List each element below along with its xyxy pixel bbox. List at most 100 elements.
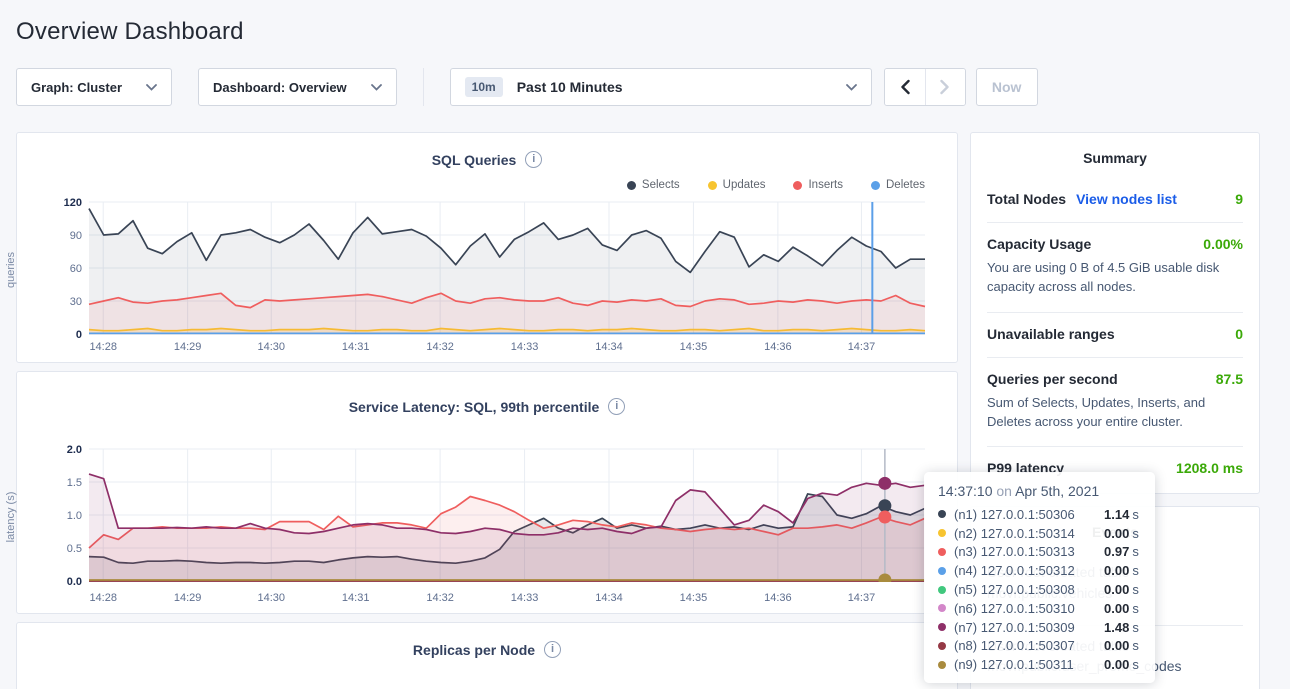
dashboard-dropdown-label: Dashboard: Overview: [213, 79, 347, 95]
tooltip-row: (n2) 127.0.0.1:50314 0.00 s: [938, 524, 1141, 543]
svg-text:120: 120: [64, 197, 82, 209]
summary-row-capacity: Capacity Usage 0.00% You are using 0 B o…: [987, 223, 1243, 313]
legend-item-selects: Selects: [626, 179, 680, 191]
svg-text:14:35: 14:35: [680, 592, 708, 604]
time-prev-button[interactable]: [884, 69, 925, 105]
controls-divider: [422, 68, 424, 106]
svg-text:14:36: 14:36: [764, 341, 792, 353]
chevron-down-icon: [845, 83, 857, 91]
svg-text:14:37: 14:37: [848, 592, 876, 604]
chevron-left-icon: [900, 79, 910, 95]
chevron-right-icon: [940, 79, 949, 95]
svg-text:14:36: 14:36: [764, 592, 792, 604]
graph-dropdown[interactable]: Graph: Cluster: [16, 68, 173, 106]
sql-queries-plot: queries 14:28 14:29 14:30 14:31 14:32 14:33 14…: [5, 196, 951, 356]
legend-item-deletes: Deletes: [871, 179, 925, 191]
chevron-down-icon: [370, 83, 382, 91]
info-icon[interactable]: i: [525, 151, 543, 168]
charts-column: SQL Queries i Selects Updates Inserts De…: [5, 132, 958, 689]
series-color-dot: [938, 604, 946, 613]
unavailable-value: 0: [1235, 325, 1243, 342]
svg-text:0.5: 0.5: [67, 543, 82, 555]
graph-dropdown-label: Graph: Cluster: [31, 79, 123, 95]
chart-title: Service Latency: SQL, 99th percentile: [348, 398, 600, 415]
summary-row-total-nodes: Total Nodes View nodes list 9: [987, 178, 1243, 223]
svg-text:14:30: 14:30: [257, 341, 285, 353]
unavailable-label: Unavailable ranges: [987, 325, 1115, 342]
summary-row-unavailable: Unavailable ranges 0: [987, 313, 1243, 358]
time-step-buttons: [883, 68, 966, 106]
summary-title: Summary: [1083, 150, 1147, 166]
replicas-chart-card: Replicas per Node i: [16, 622, 958, 689]
dashboard-dropdown[interactable]: Dashboard: Overview: [198, 68, 397, 106]
svg-text:60: 60: [70, 263, 82, 275]
series-color-dot: [938, 529, 946, 538]
latency-plot: latency (s) 14:28 14:29 14:30 14:31 14:32 14:…: [5, 441, 951, 607]
tooltip-row: (n8) 127.0.0.1:50307 0.00 s: [938, 636, 1141, 655]
svg-text:14:29: 14:29: [174, 592, 202, 604]
series-color-dot: [871, 180, 880, 190]
series-color-dot: [938, 547, 946, 556]
replicas-title-row: Replicas per Node i: [23, 637, 951, 658]
svg-text:0.0: 0.0: [67, 576, 82, 588]
qps-value: 87.5: [1215, 370, 1243, 387]
tooltip-row: (n3) 127.0.0.1:50313 0.97 s: [938, 543, 1141, 562]
tooltip-timestamp: 14:37:10 on Apr 5th, 2021: [938, 483, 1100, 499]
series-color-dot: [938, 585, 946, 594]
series-color-dot: [938, 660, 946, 669]
svg-text:14:28: 14:28: [89, 592, 117, 604]
latency-chart-card: Service Latency: SQL, 99th percentile i …: [5, 371, 958, 614]
sql-queries-legend: Selects Updates Inserts Deletes: [23, 178, 925, 192]
chart-title: Replicas per Node: [412, 641, 536, 658]
tooltip-row: (n6) 127.0.0.1:50310 0.00 s: [938, 599, 1141, 618]
svg-text:14:29: 14:29: [174, 341, 202, 353]
svg-text:1.0: 1.0: [67, 510, 82, 522]
svg-text:14:32: 14:32: [426, 592, 454, 604]
view-nodes-list-link[interactable]: View nodes list: [1076, 191, 1177, 207]
y-axis-label: latency (s): [5, 491, 17, 543]
series-color-dot: [793, 180, 803, 190]
tooltip-rows: (n1) 127.0.0.1:50306 1.14 s (n2) 127.0.0.1…: [938, 505, 1141, 674]
sql-queries-title-row: SQL Queries i: [23, 147, 951, 168]
chart-hover-tooltip: 14:37:10 on Apr 5th, 2021 (n1) 127.0.0.1…: [924, 472, 1155, 684]
series-color-dot: [626, 180, 636, 190]
svg-text:14:31: 14:31: [342, 341, 370, 353]
time-range-badge: 10m: [464, 77, 503, 97]
sql-queries-chart-card: SQL Queries i Selects Updates Inserts De…: [5, 132, 958, 363]
svg-text:14:30: 14:30: [257, 592, 285, 604]
y-axis-label: queries: [5, 251, 17, 288]
sql-queries-chart[interactable]: 14:28 14:29 14:30 14:31 14:32 14:33 14:34 14:35…: [43, 196, 951, 356]
info-icon[interactable]: i: [608, 398, 626, 415]
page-title: Overview Dashboard: [16, 18, 244, 45]
now-button[interactable]: Now: [975, 68, 1038, 106]
summary-panel: Summary Total Nodes View nodes list 9 Ca…: [970, 132, 1260, 495]
tooltip-row: (n5) 127.0.0.1:50308 0.00 s: [938, 580, 1141, 599]
p99-value: 1208.0 ms: [1176, 460, 1243, 477]
time-next-button[interactable]: [924, 69, 965, 105]
svg-text:14:33: 14:33: [511, 341, 539, 353]
tooltip-row: (n7) 127.0.0.1:50309 1.48 s: [938, 618, 1141, 637]
svg-text:0: 0: [76, 329, 82, 341]
summary-row-qps: Queries per second 87.5 Sum of Selects, …: [987, 358, 1243, 448]
time-range-dropdown[interactable]: 10m Past 10 Minutes: [449, 68, 872, 106]
latency-title-row: Service Latency: SQL, 99th percentile i: [23, 386, 951, 415]
controls-bar: Graph: Cluster Dashboard: Overview 10m P…: [16, 68, 1274, 106]
tooltip-row: (n4) 127.0.0.1:50312 0.00 s: [938, 561, 1141, 580]
svg-text:2.0: 2.0: [67, 444, 82, 456]
series-color-dot: [938, 566, 946, 575]
total-nodes-value: 9: [1235, 191, 1243, 207]
qps-label: Queries per second: [987, 370, 1118, 387]
capacity-value: 0.00%: [1203, 236, 1243, 252]
info-icon[interactable]: i: [544, 641, 562, 658]
capacity-subtext: You are using 0 B of 4.5 GiB usable disk…: [987, 260, 1220, 294]
tooltip-row: (n1) 127.0.0.1:50306 1.14 s: [938, 505, 1141, 524]
tooltip-row: (n9) 127.0.0.1:50311 0.00 s: [938, 655, 1141, 674]
latency-chart[interactable]: 14:28 14:29 14:30 14:31 14:32 14:33 14:34 14:35…: [43, 441, 951, 607]
svg-text:14:32: 14:32: [426, 341, 454, 353]
time-range-label: Past 10 Minutes: [516, 79, 623, 95]
svg-text:14:33: 14:33: [511, 592, 539, 604]
svg-text:14:34: 14:34: [595, 341, 623, 353]
svg-text:14:28: 14:28: [89, 341, 117, 353]
series-color-dot: [707, 180, 717, 190]
